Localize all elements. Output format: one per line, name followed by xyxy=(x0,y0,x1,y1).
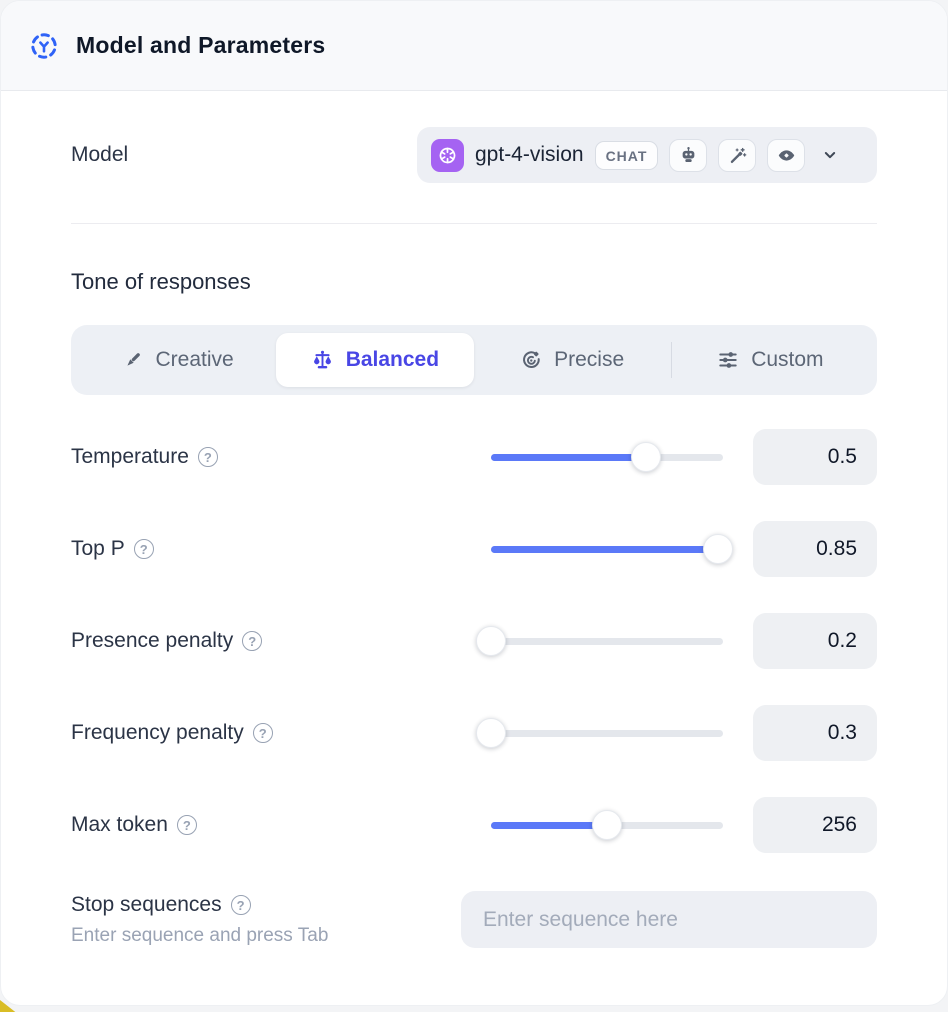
model-type-badge: CHAT xyxy=(594,140,659,170)
presence-penalty-slider[interactable] xyxy=(476,626,723,656)
param-row-presence-penalty: Presence penalty 0.2 xyxy=(71,613,877,669)
presence-penalty-value: 0.2 xyxy=(753,613,877,669)
help-icon[interactable] xyxy=(176,815,197,835)
tab-label: Custom xyxy=(751,348,824,371)
param-row-temperature: Temperature 0.5 xyxy=(71,429,877,485)
vision-eye-icon xyxy=(767,138,806,172)
param-label: Max token xyxy=(71,813,168,836)
help-icon[interactable] xyxy=(197,447,218,467)
frequency-penalty-value: 0.3 xyxy=(753,705,877,761)
param-row-top-p: Top P 0.85 xyxy=(71,521,877,577)
stop-sequences-hint: Enter sequence and press Tab xyxy=(71,925,329,946)
magic-wand-icon xyxy=(718,138,757,172)
help-icon[interactable] xyxy=(252,723,273,743)
model-hub-icon xyxy=(29,31,59,61)
sliders-icon xyxy=(717,349,739,371)
panel-header: Model and Parameters xyxy=(1,1,947,91)
param-label: Presence penalty xyxy=(71,629,234,652)
tone-section-label: Tone of responses xyxy=(71,269,251,294)
param-label: Temperature xyxy=(71,445,189,468)
param-label: Top P xyxy=(71,537,125,560)
max-token-slider[interactable] xyxy=(491,810,723,840)
target-dart-icon xyxy=(520,349,542,371)
tab-custom[interactable]: Custom xyxy=(672,333,869,387)
param-row-frequency-penalty: Frequency penalty 0.3 xyxy=(71,705,877,761)
tab-creative[interactable]: Creative xyxy=(79,333,276,387)
stop-sequences-label: Stop sequences xyxy=(71,893,222,916)
stop-sequence-input[interactable] xyxy=(461,891,877,948)
slider-thumb[interactable] xyxy=(592,810,622,840)
tab-separator xyxy=(670,342,672,378)
tab-label: Creative xyxy=(155,348,234,371)
top-p-slider[interactable] xyxy=(491,534,734,564)
temperature-slider[interactable] xyxy=(491,442,723,472)
tone-segmented-control: Creative Balanced xyxy=(71,325,877,395)
balance-scale-icon xyxy=(311,349,334,372)
openai-logo-icon xyxy=(431,138,464,172)
top-p-value: 0.85 xyxy=(753,521,877,577)
tab-label: Balanced xyxy=(345,348,440,371)
frequency-penalty-slider[interactable] xyxy=(476,718,723,748)
help-icon[interactable] xyxy=(133,539,154,559)
slider-thumb[interactable] xyxy=(476,626,506,656)
help-icon[interactable] xyxy=(230,895,251,915)
section-divider xyxy=(71,223,877,224)
panel-title: Model and Parameters xyxy=(76,32,326,58)
param-row-max-token: Max token 256 xyxy=(71,797,877,853)
tab-balanced[interactable]: Balanced xyxy=(276,333,474,387)
help-icon[interactable] xyxy=(242,631,263,651)
model-label: Model xyxy=(71,143,129,166)
slider-thumb[interactable] xyxy=(476,718,506,748)
tab-precise[interactable]: Precise xyxy=(474,333,671,387)
param-label: Frequency penalty xyxy=(71,721,244,744)
model-row: Model gpt-4-vision CH xyxy=(71,127,877,183)
slider-thumb[interactable] xyxy=(631,442,662,472)
robot-icon xyxy=(669,138,708,172)
selected-model-name: gpt-4-vision xyxy=(475,143,584,166)
paintbrush-icon xyxy=(122,349,144,371)
tab-label: Precise xyxy=(554,348,625,371)
temperature-value: 0.5 xyxy=(753,429,877,485)
model-select-dropdown[interactable]: gpt-4-vision CHAT xyxy=(417,127,877,183)
max-token-value: 256 xyxy=(753,797,877,853)
chevron-down-icon xyxy=(820,145,840,165)
stop-sequences-row: Stop sequences Enter sequence and press … xyxy=(71,891,877,948)
slider-thumb[interactable] xyxy=(703,534,734,564)
